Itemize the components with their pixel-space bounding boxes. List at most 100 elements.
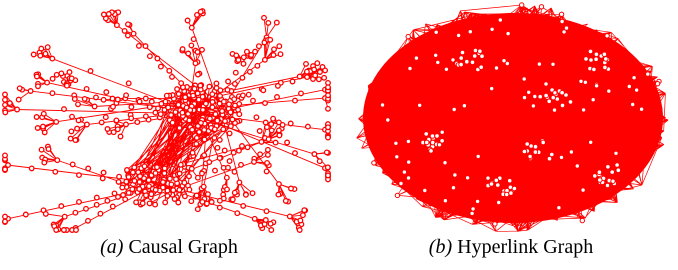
node — [537, 62, 541, 66]
node — [231, 150, 236, 155]
node — [77, 173, 82, 178]
node — [176, 92, 181, 97]
node — [607, 89, 611, 93]
node — [512, 186, 517, 191]
node — [214, 81, 219, 86]
node — [210, 92, 215, 97]
node — [278, 52, 283, 57]
node — [86, 166, 91, 171]
node — [611, 179, 615, 183]
node — [402, 170, 406, 174]
node — [196, 72, 201, 77]
node — [289, 186, 294, 191]
node — [191, 37, 196, 42]
node — [161, 180, 166, 185]
node — [440, 130, 444, 134]
node — [489, 182, 494, 187]
node — [277, 128, 282, 133]
node — [218, 94, 223, 99]
node — [506, 31, 510, 35]
node — [240, 144, 245, 149]
node — [3, 167, 8, 172]
node — [68, 136, 73, 141]
node — [29, 166, 34, 171]
node — [226, 79, 231, 84]
node — [147, 201, 152, 206]
node — [250, 191, 255, 196]
node — [233, 103, 238, 108]
node — [236, 58, 241, 63]
node — [155, 56, 160, 61]
node — [505, 192, 509, 196]
node — [111, 204, 116, 209]
node — [170, 120, 175, 125]
node — [149, 192, 154, 197]
node — [322, 76, 327, 81]
node — [284, 199, 289, 204]
node — [202, 137, 207, 142]
node — [277, 182, 282, 187]
causal-graph — [3, 9, 331, 233]
node — [126, 191, 131, 196]
hyperlink-graph — [357, 3, 669, 232]
node — [475, 199, 479, 203]
node — [568, 100, 573, 105]
node — [107, 12, 112, 17]
node — [120, 185, 125, 190]
node — [531, 104, 535, 108]
node — [233, 82, 238, 87]
node — [166, 105, 171, 110]
node — [257, 129, 262, 134]
node — [239, 163, 244, 168]
node — [212, 136, 217, 141]
node — [169, 182, 174, 187]
node — [177, 171, 182, 176]
node — [175, 87, 180, 92]
node — [70, 114, 75, 119]
node — [588, 49, 593, 54]
node — [126, 175, 131, 180]
node — [269, 228, 274, 233]
node — [190, 25, 195, 30]
node — [3, 214, 8, 219]
node — [275, 95, 280, 100]
node — [591, 98, 595, 102]
node — [129, 116, 134, 121]
node — [306, 124, 311, 129]
node — [82, 97, 87, 102]
node — [185, 18, 190, 23]
node — [589, 140, 593, 144]
node — [478, 49, 483, 54]
node — [594, 84, 598, 88]
node — [84, 207, 89, 212]
node — [153, 171, 158, 176]
node — [418, 103, 422, 107]
node — [226, 165, 231, 170]
node — [174, 177, 179, 182]
node — [62, 107, 67, 112]
node — [553, 91, 557, 95]
node — [594, 52, 599, 57]
node — [221, 127, 226, 132]
node — [443, 199, 447, 203]
node — [257, 44, 262, 49]
node — [241, 62, 246, 67]
node — [285, 140, 290, 145]
node — [597, 170, 602, 175]
node — [465, 59, 470, 64]
node — [326, 135, 331, 140]
node — [213, 168, 218, 173]
node — [520, 3, 524, 7]
node — [210, 100, 215, 105]
node — [153, 202, 158, 207]
node — [77, 200, 82, 205]
node — [45, 45, 50, 50]
node — [575, 164, 579, 168]
node — [183, 194, 188, 199]
node — [201, 108, 206, 113]
node — [304, 62, 309, 67]
node — [144, 193, 149, 198]
node — [101, 98, 106, 103]
node — [177, 188, 182, 193]
node — [102, 12, 107, 17]
